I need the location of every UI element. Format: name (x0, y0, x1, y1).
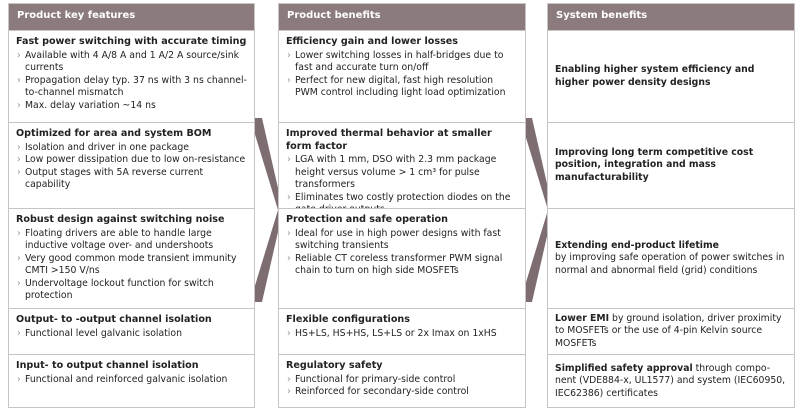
row-cell: Optimized for area and system BOM Isolati… (9, 122, 254, 208)
row-cell: Improving long term competitive cost pos… (548, 122, 794, 208)
row-title: Efficiency gain and lower losses (286, 36, 458, 47)
row-cell: Extending end-product lifetime by improvi… (548, 208, 794, 308)
row-title: Input- to output channel isolation (16, 360, 199, 371)
bullet-item: Max. delay variation ~14 ns (16, 100, 247, 113)
row-cell: Enabling higher system efficiency and hi… (548, 30, 794, 122)
row-title: Protection and safe operation (286, 214, 448, 225)
bullet-list: Available with 4 A/8 A and 1 A/2 A sourc… (16, 50, 247, 113)
bullet-item: Propagation delay typ. 37 ns with 3 ns c… (16, 75, 247, 100)
row-title: Flexible configurations (286, 314, 410, 325)
column-header: Product key features (9, 4, 254, 30)
bullet-item: Undervoltage lockout function for switch… (16, 278, 247, 303)
bullet-list: Lower switching losses in half-bridges d… (286, 50, 518, 100)
bullet-list: Functional and reinforced galvanic isola… (16, 374, 247, 387)
benefit-description: by ground isolation, driver proximity to… (555, 312, 782, 349)
bullet-item: Reliable CT coreless transformer PWM sig… (286, 253, 518, 278)
bullet-list: Ideal for use in high power designs with… (286, 228, 518, 278)
bullet-item: Output stages with 5A reverse current ca… (16, 167, 247, 192)
benefit-title: Lower EMI (555, 312, 610, 324)
benefit-title: Simplified safety approval (555, 362, 693, 374)
benefit-title: Enabling higher system efficiency and hi… (555, 64, 755, 88)
benefit-text: Extending end-product lifetime by improvi… (555, 240, 787, 278)
benefit-text: Improving long term competitive cost pos… (555, 147, 787, 185)
bullet-item: LGA with 1 mm, DSO with 2.3 mm package h… (286, 154, 518, 192)
bullet-item: Ideal for use in high power designs with… (286, 228, 518, 253)
row-cell: Output- to -output channel isolation Func… (9, 308, 254, 354)
row-cell: Fast power switching with accurate timin… (9, 30, 254, 122)
row-cell: Regulatory safety Functional for primary-… (279, 354, 525, 408)
row-cell: Improved thermal behavior at smaller for… (279, 122, 525, 208)
row-cell: Simplified safety approval through compo… (548, 354, 794, 408)
bullet-item: Isolation and driver in one package (16, 142, 247, 155)
arrow-features-to-benefits (250, 118, 283, 302)
bullet-item: Lower switching losses in half-bridges d… (286, 50, 518, 75)
row-title: Output- to -output channel isolation (16, 314, 212, 325)
benefit-description: by improving safe operation of power swi… (555, 252, 785, 276)
bullet-item: Functional for primary-side control (286, 374, 518, 387)
row-title: Regulatory safety (286, 360, 383, 371)
row-title: Fast power switching with accurate timin… (16, 36, 247, 47)
row-title: Optimized for area and system BOM (16, 128, 212, 139)
bullet-item: Very good common mode transient immunity… (16, 253, 247, 278)
row-cell: Protection and safe operation Ideal for u… (279, 208, 525, 308)
row-cell: Lower EMI by ground isolation, driver pr… (548, 308, 794, 354)
column-product-benefits: Product benefits Efficiency gain and low… (278, 3, 526, 408)
bullet-item: Functional and reinforced galvanic isola… (16, 374, 247, 387)
row-title: Robust design against switching noise (16, 214, 225, 225)
benefit-text: Simplified safety approval through compo… (555, 363, 787, 401)
benefit-text: Enabling higher system efficiency and hi… (555, 64, 787, 89)
benefit-text: Lower EMI by ground isolation, driver pr… (555, 313, 787, 351)
column-system-benefits: System benefits Enabling higher system e… (547, 3, 795, 408)
bullet-item: Low power dissipation due to low on-resi… (16, 154, 247, 167)
bullet-item: Functional level galvanic isolation (16, 328, 247, 341)
bullet-item: Floating drivers are able to handle larg… (16, 228, 247, 253)
row-cell: Flexible configurations HS+LS, HS+HS, LS+… (279, 308, 525, 354)
arrow-benefits-to-system (520, 118, 553, 302)
benefit-title: Improving long term competitive cost pos… (555, 146, 754, 183)
bullet-list: HS+LS, HS+HS, LS+LS or 2x Imax on 1xHS (286, 328, 518, 341)
bullet-list: LGA with 1 mm, DSO with 2.3 mm package h… (286, 154, 518, 208)
bullet-list: Functional level galvanic isolation (16, 328, 247, 341)
bullet-list: Floating drivers are able to handle larg… (16, 228, 247, 303)
bullet-list: Functional for primary-side controlReinf… (286, 374, 518, 399)
bullet-item: HS+LS, HS+HS, LS+LS or 2x Imax on 1xHS (286, 328, 518, 341)
bullet-item: Reinforced for secondary-side control (286, 386, 518, 399)
benefit-description: through compo-nent (VDE884-x, UL1577) an… (555, 362, 786, 399)
column-header: System benefits (548, 4, 794, 30)
bullet-item: Available with 4 A/8 A and 1 A/2 A sourc… (16, 50, 247, 75)
row-cell: Efficiency gain and lower losses Lower sw… (279, 30, 525, 122)
row-cell: Robust design against switching noise Flo… (9, 208, 254, 308)
column-product-key-features: Product key features Fast power switchin… (8, 3, 255, 408)
bullet-list: Isolation and driver in one packageLow p… (16, 142, 247, 192)
bullet-item: Eliminates two costly protection diodes … (286, 192, 518, 209)
row-cell: Input- to output channel isolation Functi… (9, 354, 254, 408)
row-title: Improved thermal behavior at smaller for… (286, 128, 492, 152)
column-header: Product benefits (279, 4, 525, 30)
benefit-title: Extending end-product lifetime (555, 239, 719, 251)
bullet-item: Perfect for new digital, fast high resol… (286, 75, 518, 100)
